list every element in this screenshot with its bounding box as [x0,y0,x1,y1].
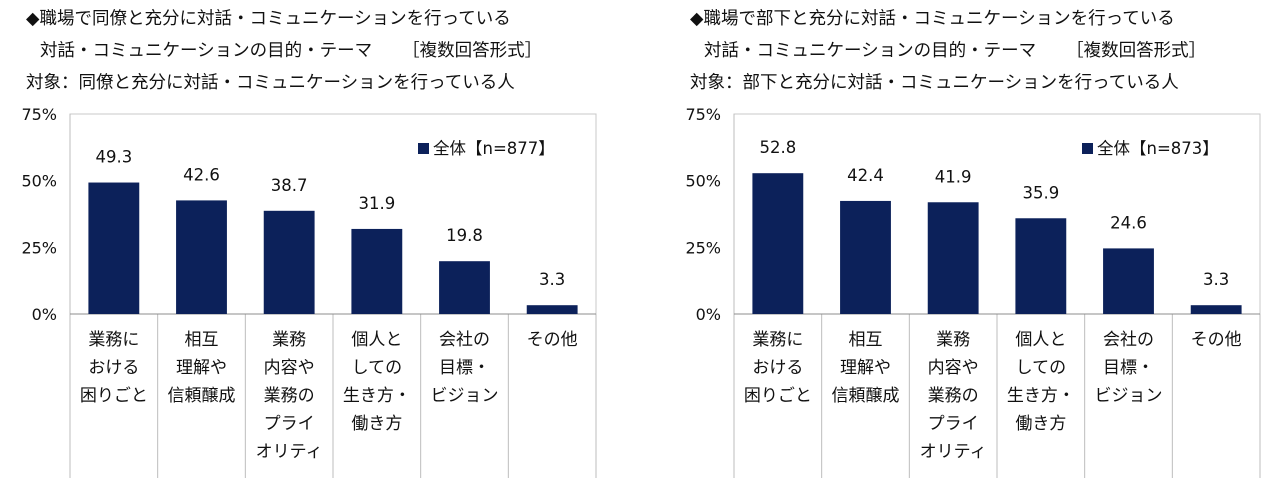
y-tick-label: 25% [685,238,721,257]
chart-panel-colleagues: ◆職場で同僚と充分に対話・コミュニケーションを行っている 対話・コミュニケーショ… [21,9,597,478]
chart-title: ◆職場で部下と充分に対話・コミュニケーションを行っている [690,9,1175,29]
x-tick-label: 業務 内容や 業務の プライ オリティ [255,330,323,462]
y-tick-label: 75% [21,105,57,124]
bar [526,305,578,314]
y-tick-label: 50% [21,172,57,191]
data-label: 52.8 [759,138,796,157]
chart-panel-subordinates: ◆職場で部下と充分に対話・コミュニケーションを行っている 対話・コミュニケーショ… [664,0,1280,504]
legend-label: 全体【n=877】 [433,139,555,158]
bar [439,261,490,314]
x-tick-label: 相互 理解や 信頼醸成 [167,330,236,406]
bar-chart: 0% 25% 50% 75% 49.3 42.6 38.7 31.9 19.8 3.3 全体【n=8… [21,105,597,478]
data-label: 42.4 [847,166,884,185]
bar [176,200,227,314]
y-tick-label: 75% [685,105,721,124]
bar [752,173,804,314]
data-label: 31.9 [358,194,395,213]
data-label: 3.3 [1203,270,1229,289]
chart-subtitle-theme: 対話・コミュニケーションの目的・テーマ ［複数回答形式］ [704,40,1206,62]
x-tick-label: 業務に おける 困りごと [79,330,148,406]
chart-subtitle-text: 対話・コミュニケーションの目的・テーマ [704,41,1037,61]
data-label: 49.3 [95,148,132,167]
x-tick-label: その他 [526,330,578,350]
y-tick-label: 25% [21,238,57,257]
answer-format-tag: ［複数回答形式］ [402,41,543,61]
x-tick-label: 業務 内容や 業務の プライ オリティ [919,330,987,462]
bar [1015,218,1067,314]
x-tick-label: 業務に おける 困りごと [743,330,812,406]
chart-target-audience: 対象：部下と充分に対話・コミュニケーションを行っている人 [690,73,1179,93]
y-tick-label: 0% [32,305,57,324]
bar [88,182,140,314]
data-label: 41.9 [935,167,972,186]
bar [263,210,315,314]
bar [1103,248,1154,314]
data-label: 35.9 [1022,183,1059,202]
x-tick-label: その他 [1190,330,1242,350]
legend-swatch [1082,143,1093,154]
data-label: 19.8 [446,226,483,245]
data-label: 38.7 [271,176,308,195]
bar [351,228,403,314]
y-tick-label: 50% [685,172,721,191]
x-tick-label: 会社の 目標・ ビジョン [430,330,499,406]
chart-target-audience: 対象：同僚と充分に対話・コミュニケーションを行っている人 [26,73,515,93]
bar [927,202,979,314]
legend-swatch [418,143,429,154]
y-tick-label: 0% [696,305,721,324]
x-tick-label: 会社の 目標・ ビジョン [1094,330,1163,406]
bar-chart: 0% 25% 50% 75% 52.8 42.4 41.9 35.9 24.6 3.3 全体【n=8… [685,105,1261,478]
bar [1190,305,1242,314]
x-tick-label: 個人と しての 生き方・ 働き方 [342,330,411,434]
answer-format-tag: ［複数回答形式］ [1066,41,1207,61]
chart-subtitle-text: 対話・コミュニケーションの目的・テーマ [40,41,373,61]
data-label: 42.6 [183,165,220,184]
chart-title: ◆職場で同僚と充分に対話・コミュニケーションを行っている [26,9,511,29]
chart-subtitle-theme: 対話・コミュニケーションの目的・テーマ ［複数回答形式］ [40,40,542,62]
x-tick-label: 個人と しての 生き方・ 働き方 [1006,330,1075,434]
data-label: 24.6 [1110,213,1147,232]
data-label: 3.3 [539,270,565,289]
x-tick-label: 相互 理解や 信頼醸成 [831,330,900,406]
bar [840,200,891,314]
legend-label: 全体【n=873】 [1097,139,1219,158]
